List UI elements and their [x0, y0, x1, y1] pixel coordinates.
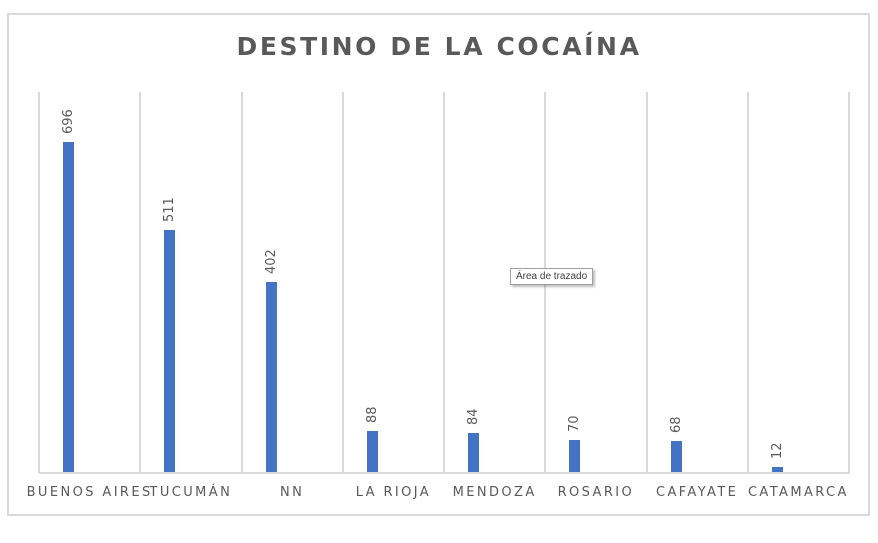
data-label[interactable]: 68 [668, 416, 684, 433]
chart-title[interactable]: DESTINO DE LA COCAÍNA [236, 32, 642, 61]
data-label[interactable]: 84 [466, 408, 481, 425]
gridline [240, 92, 243, 473]
data-label[interactable]: 402 [263, 248, 279, 274]
category-label: LA RIOJA [355, 485, 432, 500]
gridline [38, 92, 40, 473]
bar-rosario[interactable] [569, 439, 581, 473]
gridline [645, 92, 648, 473]
bar-tucumán[interactable] [164, 229, 176, 473]
gridline [848, 92, 850, 473]
category-label: BUENOS AIRES [26, 485, 153, 500]
category-axis-line [39, 472, 850, 474]
bar-buenos-aires[interactable] [63, 141, 74, 473]
category-label: CAFAYATE [655, 485, 739, 500]
plot-area-tooltip: Área de trazado [510, 268, 594, 285]
chart-area[interactable] [7, 13, 870, 516]
bar-cafayate[interactable] [670, 440, 682, 473]
category-label: TUCUMÁN [149, 485, 233, 500]
gridline [341, 92, 344, 473]
bar-nn[interactable] [265, 281, 277, 473]
category-label: CATAMARCA [747, 485, 849, 500]
data-label[interactable]: 696 [61, 108, 76, 134]
bar-la-rioja[interactable] [366, 431, 378, 473]
bar-mendoza[interactable] [468, 432, 479, 473]
data-label[interactable]: 511 [162, 196, 178, 222]
category-label: MENDOZA [452, 485, 537, 500]
gridline [443, 92, 445, 473]
data-label[interactable]: 70 [567, 415, 583, 432]
gridline [139, 92, 142, 473]
bar-catamarca[interactable] [771, 467, 783, 473]
category-label: ROSARIO [557, 485, 635, 500]
category-label: NN [280, 485, 305, 500]
gridline [746, 92, 749, 473]
data-label[interactable]: 88 [364, 406, 380, 424]
data-label[interactable]: 12 [769, 442, 785, 460]
plot-area[interactable]: 696 511 402 88 84 70 68 12 [38, 92, 850, 473]
